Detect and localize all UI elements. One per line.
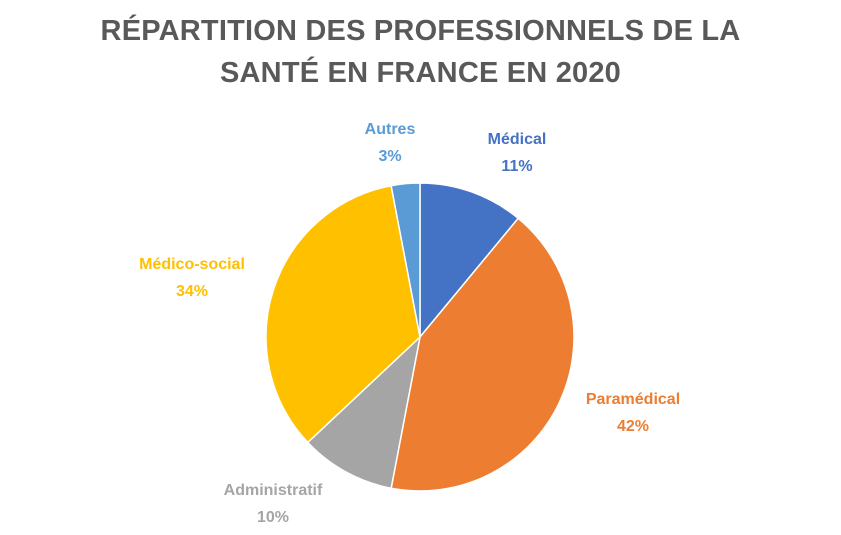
slice-label-paramedical: Paramédical [586, 391, 680, 408]
slice-value-medico-social: 34% [176, 283, 208, 300]
pie-slice-autres [390, 182, 421, 338]
slice-label-autres: Autres [365, 121, 416, 138]
slice-value-paramedical: 42% [617, 418, 649, 435]
pie-slice-medical [419, 182, 520, 340]
slice-label-medico-social: Médico-social [139, 256, 245, 273]
slice-label-medical: Médical [488, 131, 547, 148]
chart-title: RÉPARTITION DES PROFESSIONNELS DE LA SAN… [0, 10, 841, 94]
pie-slice-medico-social [265, 184, 421, 444]
slice-value-administratif: 10% [257, 509, 289, 526]
slice-label-administratif: Administratif [224, 482, 323, 499]
slice-value-autres: 3% [378, 148, 401, 165]
pie-slice-paramedical [390, 217, 575, 492]
slice-value-medical: 11% [501, 158, 532, 175]
pie-slice-administratif [306, 334, 422, 490]
chart-title-line-1: RÉPARTITION DES PROFESSIONNELS DE LA [100, 15, 741, 47]
chart-title-line-2: SANTÉ EN FRANCE EN 2020 [219, 57, 622, 89]
